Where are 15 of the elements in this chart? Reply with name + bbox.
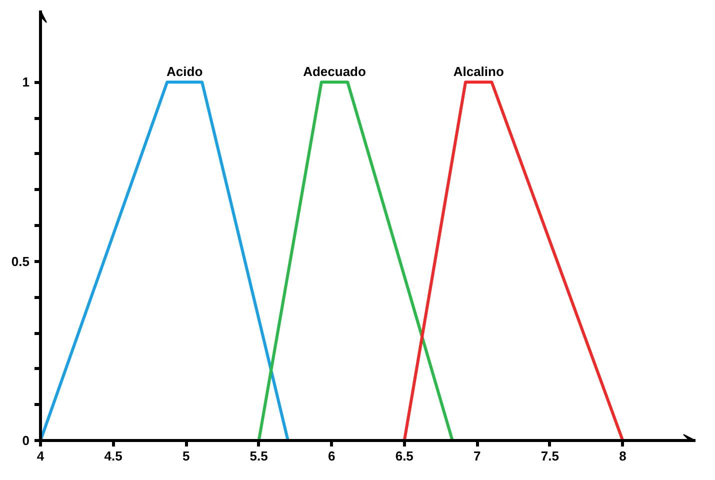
series-label: Adecuado xyxy=(303,64,366,80)
x-tick-label: 6.5 xyxy=(395,448,414,464)
x-tick-label: 6 xyxy=(328,448,336,464)
y-tick-label: 0.5 xyxy=(11,254,30,269)
x-tick-label: 4 xyxy=(36,448,45,464)
y-tick-label: 1 xyxy=(22,74,30,90)
series-label: Alcalino xyxy=(453,64,504,80)
series-label: Acido xyxy=(166,64,203,80)
x-tick-label: 4.5 xyxy=(104,448,122,464)
x-tick-label: 5 xyxy=(182,448,190,464)
x-tick-label: 7.5 xyxy=(540,448,559,464)
x-tick-label: 5.5 xyxy=(250,448,268,464)
x-tick-label: 7 xyxy=(474,448,481,464)
x-tick-label: 8 xyxy=(619,448,626,464)
y-tick-label: 0 xyxy=(22,433,30,448)
